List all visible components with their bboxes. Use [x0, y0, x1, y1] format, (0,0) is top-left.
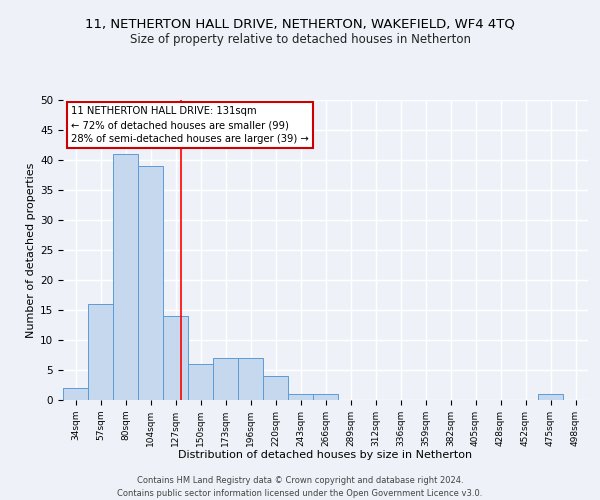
Bar — [163, 316, 188, 400]
X-axis label: Distribution of detached houses by size in Netherton: Distribution of detached houses by size … — [178, 450, 473, 460]
Bar — [138, 166, 163, 400]
Bar — [288, 394, 313, 400]
Bar — [188, 364, 213, 400]
Bar — [63, 388, 88, 400]
Bar — [538, 394, 563, 400]
Bar — [213, 358, 238, 400]
Bar — [263, 376, 288, 400]
Text: Size of property relative to detached houses in Netherton: Size of property relative to detached ho… — [130, 32, 470, 46]
Text: Contains HM Land Registry data © Crown copyright and database right 2024.
Contai: Contains HM Land Registry data © Crown c… — [118, 476, 482, 498]
Bar — [113, 154, 138, 400]
Text: 11 NETHERTON HALL DRIVE: 131sqm
← 72% of detached houses are smaller (99)
28% of: 11 NETHERTON HALL DRIVE: 131sqm ← 72% of… — [71, 106, 308, 144]
Bar — [313, 394, 338, 400]
Bar — [88, 304, 113, 400]
Text: 11, NETHERTON HALL DRIVE, NETHERTON, WAKEFIELD, WF4 4TQ: 11, NETHERTON HALL DRIVE, NETHERTON, WAK… — [85, 18, 515, 30]
Y-axis label: Number of detached properties: Number of detached properties — [26, 162, 36, 338]
Bar — [238, 358, 263, 400]
